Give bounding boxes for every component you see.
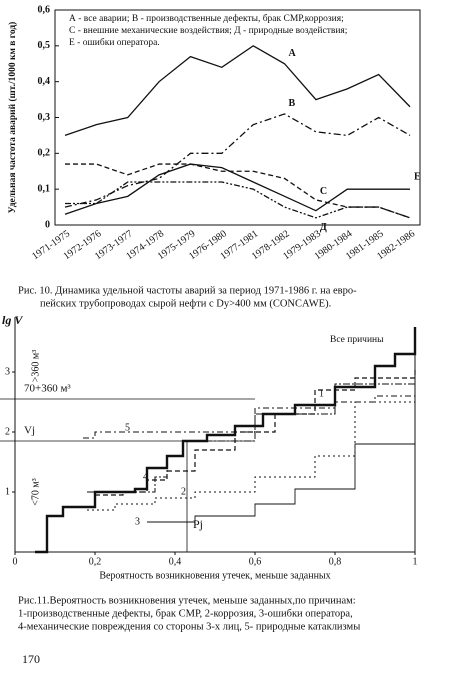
y-tick-label: 2 xyxy=(5,426,10,437)
y-tick-label: 0,6 xyxy=(38,4,51,15)
series-line xyxy=(75,369,416,508)
caption: пейских трубопроводах сырой нефти с Dу>4… xyxy=(40,298,331,309)
caption: 4-механические повреждения со стороны 3-… xyxy=(18,621,360,632)
series-label: С xyxy=(320,186,327,197)
y-tick-label: 3 xyxy=(5,366,10,377)
band-label: >360 м³ xyxy=(30,350,41,382)
series-line xyxy=(65,163,411,219)
x-axis-label: Вероятность возникновения утечек, меньше… xyxy=(99,570,330,581)
reference-label: Vj xyxy=(24,425,35,437)
legend-text: Е - ошибки оператора. xyxy=(69,37,160,48)
series-line xyxy=(87,342,416,511)
y-tick-label: 0,5 xyxy=(38,40,51,51)
series-label: 3 xyxy=(135,516,140,527)
series-line xyxy=(65,181,411,219)
x-tick-label: 0,8 xyxy=(329,556,342,567)
caption: 1-производственные дефекты, брак СМР, 2-… xyxy=(18,608,353,619)
series-line xyxy=(83,330,416,439)
series-line xyxy=(35,327,417,554)
legend-text: С - внешние механические воздействия; Д … xyxy=(69,25,347,36)
series-label: Е xyxy=(414,171,421,182)
x-tick-label: 0,2 xyxy=(89,556,102,567)
band-label: <70 м³ xyxy=(30,478,41,505)
y-tick-label: 0,4 xyxy=(38,76,51,87)
reference-label: 70+360 м³ xyxy=(24,383,71,395)
series-label: Все причины xyxy=(330,335,384,345)
y-tick-label: 0,1 xyxy=(38,183,51,194)
series-line xyxy=(64,113,411,208)
series-label: 5 xyxy=(125,422,130,433)
series-line xyxy=(64,163,410,215)
series-label: 4 xyxy=(143,471,148,482)
y-tick-label: 0,2 xyxy=(38,148,51,159)
series-label: Д xyxy=(320,222,327,233)
y-tick-label: 0 xyxy=(45,219,50,230)
caption: Рис.11.Вероятность возникновения утечек,… xyxy=(18,595,356,606)
reference-label: Pj xyxy=(193,517,203,531)
y-axis-label: lg V xyxy=(2,313,23,327)
series-line xyxy=(147,387,416,523)
y-axis-label: Удельная частота аварий (шт./1000 км в г… xyxy=(7,22,18,214)
y-tick-label: 0,3 xyxy=(38,112,51,123)
x-tick-label: 0,4 xyxy=(169,556,182,567)
x-tick-label: 0,6 xyxy=(249,556,262,567)
series-label: 2 xyxy=(181,486,186,497)
x-tick-label: 0 xyxy=(13,556,18,567)
page-number: 170 xyxy=(22,652,40,666)
y-tick-label: 1 xyxy=(5,486,10,497)
legend-box xyxy=(65,12,415,50)
caption: Рис. 10. Динамика удельной частоты авари… xyxy=(18,285,357,296)
x-tick-label: 1 xyxy=(413,556,418,567)
series-line xyxy=(64,45,411,137)
series-line xyxy=(87,348,416,493)
series-label: В xyxy=(289,98,296,109)
series-label: 1 xyxy=(319,388,324,399)
series-label: А xyxy=(289,48,297,59)
legend-text: А - все аварии; В - производственные деф… xyxy=(69,13,344,24)
